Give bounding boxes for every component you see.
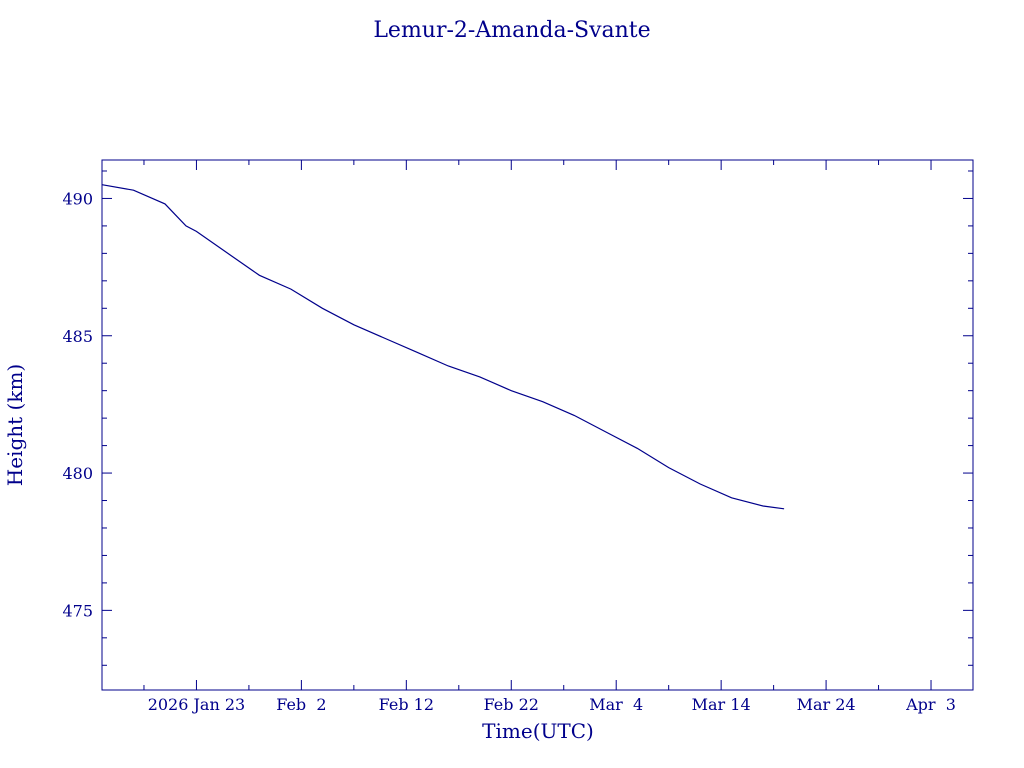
x-tick-label: Feb 2: [276, 695, 326, 714]
axis-ticks: [102, 160, 973, 690]
x-tick-label: Feb 12: [379, 695, 434, 714]
y-tick-label: 490: [62, 189, 93, 208]
y-axis-label: Height (km): [3, 364, 27, 486]
height-series-line: [101, 184, 785, 510]
y-tick-label: 480: [62, 464, 93, 483]
y-tick-label: 485: [62, 327, 93, 346]
plot-frame: [101, 159, 974, 691]
x-tick-label: Mar 4: [589, 695, 643, 714]
x-axis-label: Time(UTC): [482, 719, 594, 743]
x-tick-labels: 2026 Jan 23 Feb 2 Feb 12 Feb 22 Mar 4 Mar 14 M…: [148, 695, 956, 714]
x-tick-label: Apr 3: [905, 695, 956, 714]
chart-title: Lemur-2-Amanda-Svante: [373, 18, 650, 43]
y-tick-labels: 475 480 485 490: [62, 189, 93, 620]
x-tick-label: 2026 Jan 23: [148, 695, 246, 714]
x-tick-label: Mar 14: [692, 695, 751, 714]
x-tick-label: Mar 24: [797, 695, 856, 714]
x-tick-label: Feb 22: [484, 695, 539, 714]
y-tick-label: 475: [62, 601, 93, 620]
